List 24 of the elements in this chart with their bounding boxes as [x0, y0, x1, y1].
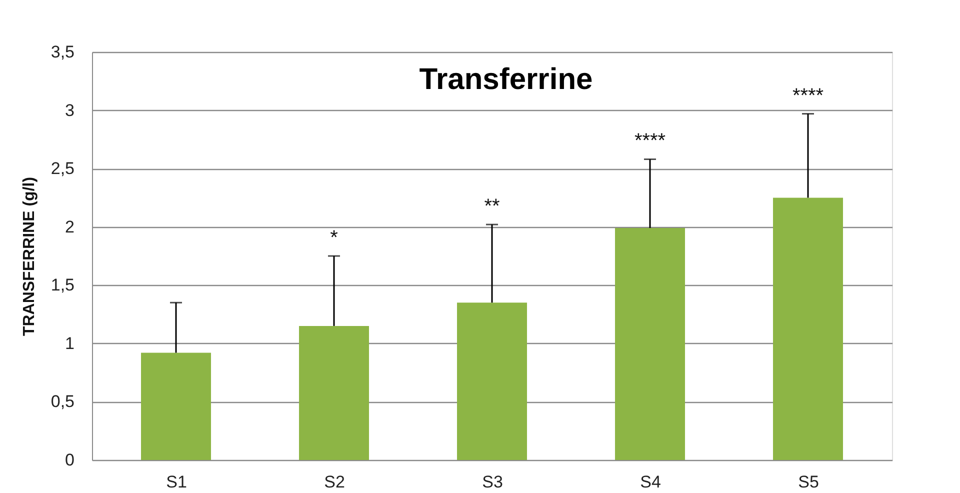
x-tick-label: S4: [640, 472, 661, 492]
bar: [457, 302, 527, 460]
y-axis-title: TRANSFERRINE (g/l): [20, 176, 38, 336]
x-tick-label: S5: [798, 472, 819, 492]
x-tick-label: S3: [482, 472, 503, 492]
bar: [141, 352, 211, 460]
bar: [299, 326, 369, 460]
bar: [773, 198, 843, 460]
annotation: *: [330, 227, 338, 249]
x-tick-label: S1: [166, 472, 187, 492]
y-tick-label: 0: [65, 450, 74, 470]
y-tick-label: 1,5: [50, 276, 74, 295]
chart-title: Transferrine: [419, 63, 593, 96]
annotation: **: [484, 196, 500, 218]
bar: [615, 228, 685, 460]
y-tick-label: 2,5: [50, 159, 74, 178]
y-tick-label: 2: [65, 217, 74, 236]
y-tick-label: 3,5: [50, 42, 74, 62]
y-tick-label: 3: [65, 100, 74, 120]
y-tick-label: 1: [65, 334, 74, 353]
x-tick-label: S2: [324, 472, 345, 492]
y-tick-label: 0,5: [50, 392, 74, 412]
annotation: ****: [634, 130, 666, 152]
annotation: ****: [792, 84, 824, 107]
